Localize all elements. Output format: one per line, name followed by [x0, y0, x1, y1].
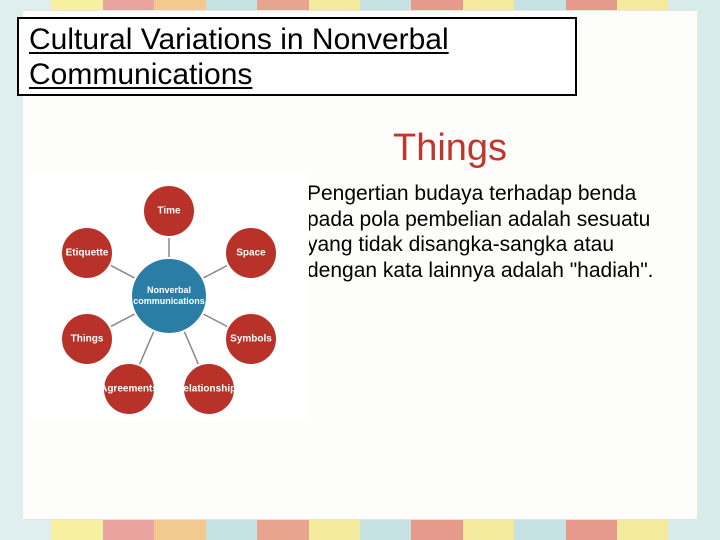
section-heading: Things — [393, 127, 507, 170]
svg-text:communications: communications — [133, 296, 205, 306]
svg-text:Space: Space — [236, 248, 266, 259]
body-text: Pengertian budaya terhadap benda pada po… — [307, 181, 683, 283]
svg-text:Etiquette: Etiquette — [66, 248, 109, 259]
content-card: Cultural Variations in Nonverbal Communi… — [22, 10, 698, 520]
svg-text:Nonverbal: Nonverbal — [147, 285, 191, 295]
svg-text:Symbols: Symbols — [230, 334, 272, 345]
svg-text:Relationships: Relationships — [176, 384, 242, 395]
nonverbal-diagram: Nonverbalcommunications Time Space Symbols R… — [29, 171, 309, 421]
svg-text:Agreements: Agreements — [100, 384, 158, 395]
svg-text:Things: Things — [71, 334, 104, 345]
page-title: Cultural Variations in Nonverbal Communi… — [17, 17, 577, 96]
svg-text:Time: Time — [157, 206, 181, 217]
